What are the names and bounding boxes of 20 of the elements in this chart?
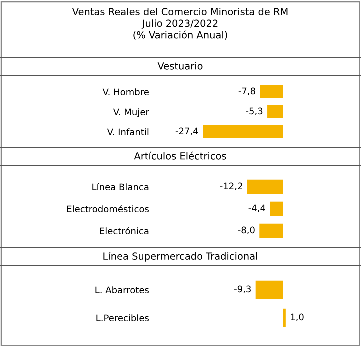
chart-title: Ventas Reales del Comercio Minorista de RM Julio 2023/2022 (% Variación Anual) [72,8,288,40]
data-label: -27,4 [176,128,198,136]
y-tick-label: V. Hombre [102,88,149,96]
data-label: -5,3 [246,108,263,116]
y-tick-label: Electrodomésticos [67,205,149,213]
chart-subtitle: Vestuario [158,62,203,70]
data-label: -8,0 [238,226,255,235]
y-tick-label: L.Perecibles [96,314,149,322]
data-label: -12,2 [220,182,242,191]
chart-subtitle: Artículos Eléctricos [134,152,226,160]
y-tick-label: V. Infantil [107,128,149,136]
data-label: -4,4 [248,204,266,213]
y-tick-label: Línea Blanca [92,183,149,191]
data-label: -9,3 [234,286,251,294]
data-label: -7,8 [238,88,256,96]
y-tick-label: L. Abarrotes [96,286,150,294]
chart-subtitle: Línea Supermercado Tradicional [104,252,258,262]
y-tick-label: V. Mujer [113,108,150,118]
y-tick-label: Electrónica [100,227,149,235]
data-label: 1,0 [291,314,304,322]
